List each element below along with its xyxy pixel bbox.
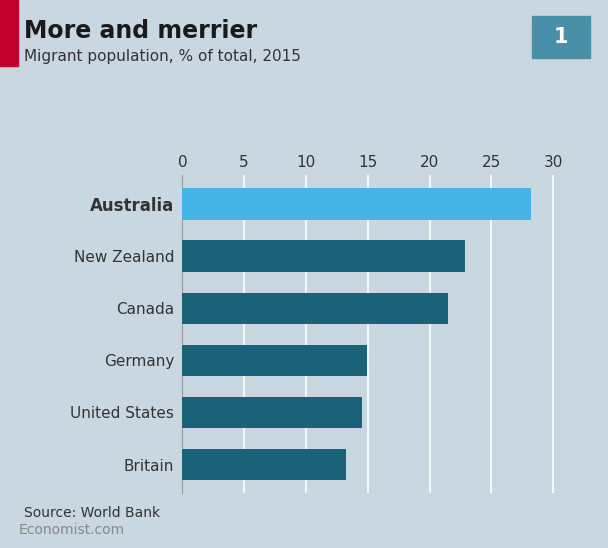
- Text: Economist.com: Economist.com: [18, 523, 125, 537]
- Text: Migrant population, % of total, 2015: Migrant population, % of total, 2015: [24, 49, 301, 64]
- Bar: [182, 293, 448, 324]
- Text: 1: 1: [554, 27, 568, 47]
- Bar: [182, 449, 345, 480]
- Bar: [182, 189, 531, 220]
- Bar: [182, 345, 367, 376]
- Text: More and merrier: More and merrier: [24, 19, 257, 43]
- Bar: [182, 241, 465, 272]
- Text: Source: World Bank: Source: World Bank: [24, 506, 161, 521]
- Bar: [182, 397, 362, 428]
